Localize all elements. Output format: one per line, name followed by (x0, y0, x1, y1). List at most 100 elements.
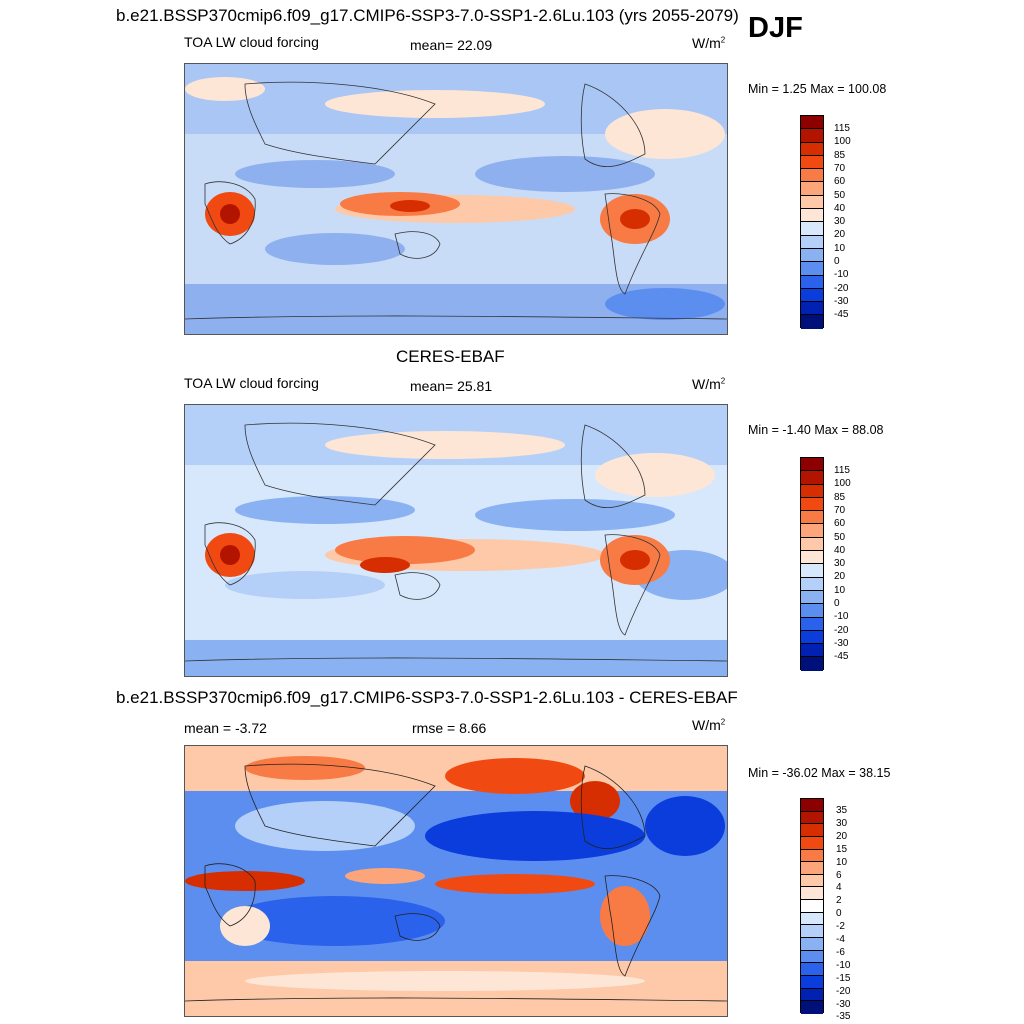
panel3-colorbar-swatch (801, 950, 823, 964)
panel3-colorbar-swatch (801, 887, 823, 901)
panel2-colorbar-tick: 60 (834, 518, 846, 530)
panel1-colorbar-tick: -45 (834, 309, 849, 321)
panel2-mean-label: mean= 25.81 (410, 378, 493, 394)
panel3-mean-label: mean = -3.72 (184, 720, 267, 736)
panel3-map (184, 745, 728, 1017)
panel3-colorbar-tick: 6 (836, 869, 842, 881)
panel3-minmax: Min = -36.02 Max = 38.15 (748, 766, 891, 780)
panel3-colorbar-swatch (801, 912, 823, 926)
panel1-colorbar (800, 115, 824, 329)
panel2-variable-label: TOA LW cloud forcing (184, 375, 319, 391)
panel2-colorbar-tick: -30 (834, 637, 849, 649)
panel3-colorbar-tick: -10 (836, 959, 851, 971)
panel2-title: CERES-EBAF (396, 347, 505, 366)
panel1-colorbar-tick: 10 (834, 242, 846, 254)
panel3-title: b.e21.BSSP370cmip6.f09_g17.CMIP6-SSP3-7.… (116, 688, 738, 707)
panel3-colorbar-tick: 35 (836, 805, 848, 816)
panel3-colorbar-swatch (801, 799, 823, 812)
panel2-units-label: W/m2 (692, 376, 726, 392)
panel1-colorbar-tick: -20 (834, 282, 849, 294)
panel1-colorbar-tick: 30 (834, 216, 846, 228)
panel1-colorbar-swatch (801, 248, 823, 263)
panel1-colorbar-swatch (801, 288, 823, 303)
panel3-colorbar-swatch (801, 900, 823, 913)
panel3-colorbar-swatch (801, 811, 823, 825)
panel2-colorbar-swatch (801, 471, 823, 485)
panel2-colorbar-tick: -20 (834, 624, 849, 636)
panel1-colorbar-swatch (801, 182, 823, 196)
panel1-colorbar-tick: 115 (834, 123, 850, 134)
panel2-colorbar-swatch (801, 604, 823, 618)
panel3-units-label: W/m2 (692, 717, 726, 733)
panel2-map (184, 404, 728, 677)
panel3-colorbar-tick: -4 (836, 934, 845, 945)
panel3-colorbar (800, 798, 824, 1014)
panel2-colorbar-swatch (801, 630, 823, 645)
panel3-colorbar-tick: -2 (836, 921, 845, 933)
panel1-colorbar-swatch (801, 195, 823, 210)
panel2-colorbar-tick: -45 (834, 651, 849, 663)
panel2-colorbar-tick: 70 (834, 504, 846, 516)
panel2-colorbar-tick: 40 (834, 544, 846, 556)
panel1-colorbar-swatch (801, 155, 823, 170)
panel2-colorbar-tick: 100 (834, 478, 851, 490)
panel3-colorbar-swatch (801, 874, 823, 888)
panel1-units-label: W/m2 (692, 35, 726, 51)
panel1-colorbar-tick: 20 (834, 229, 846, 241)
panel3-colorbar-swatch (801, 849, 823, 863)
panel3-colorbar-tick: 10 (836, 856, 848, 868)
panel3-colorbar-tick: 15 (836, 843, 848, 855)
panel1-mean-label: mean= 22.09 (410, 37, 493, 53)
panel1-colorbar-swatch (801, 235, 823, 249)
panel1-colorbar-swatch (801, 142, 823, 156)
panel3-colorbar-tick: -6 (836, 946, 845, 958)
panel3-colorbar-swatch (801, 1001, 823, 1014)
panel3-colorbar-swatch (801, 836, 823, 850)
panel3-colorbar-swatch (801, 988, 823, 1002)
panel3-colorbar-swatch (801, 938, 823, 951)
panel3-colorbar-tick: -15 (836, 972, 851, 984)
panel1-colorbar-tick: -10 (834, 269, 849, 281)
panel1-colorbar-swatch (801, 275, 823, 289)
panel1-colorbar-swatch (801, 315, 823, 329)
panel1-colorbar-tick: 40 (834, 202, 846, 214)
panel2-colorbar-swatch (801, 524, 823, 538)
panel2-colorbar (800, 457, 824, 671)
panel2-colorbar-swatch (801, 564, 823, 578)
panel3-colorbar-swatch (801, 963, 823, 976)
panel2-colorbar-tick: 115 (834, 465, 850, 476)
panel2-colorbar-swatch (801, 497, 823, 512)
panel2-colorbar-tick: 85 (834, 491, 846, 503)
panel1-colorbar-tick: 50 (834, 189, 846, 201)
panel3-colorbar-tick: 20 (836, 830, 848, 842)
panel2-minmax: Min = -1.40 Max = 88.08 (748, 423, 884, 437)
panel2-colorbar-tick: 50 (834, 531, 846, 543)
panel2-colorbar-swatch (801, 484, 823, 498)
panel1-variable-label: TOA LW cloud forcing (184, 34, 319, 50)
panel3-colorbar-swatch (801, 925, 823, 939)
panel1-colorbar-swatch (801, 262, 823, 276)
panel1-map (184, 63, 728, 335)
panel3-colorbar-swatch (801, 824, 823, 837)
panel2-colorbar-tick: 30 (834, 558, 846, 570)
panel1-colorbar-swatch (801, 169, 823, 183)
panel3-colorbar-swatch (801, 862, 823, 875)
panel3-rmse-label: rmse = 8.66 (412, 720, 487, 736)
panel3-colorbar-tick: -20 (836, 985, 851, 997)
panel3-colorbar-tick: 30 (836, 817, 848, 829)
panel1-colorbar-swatch (801, 302, 823, 316)
panel2-colorbar-tick: 10 (834, 584, 846, 596)
panel1-title: b.e21.BSSP370cmip6.f09_g17.CMIP6-SSP3-7.… (116, 6, 739, 25)
panel3-colorbar-tick: -35 (836, 1011, 851, 1023)
panel1-colorbar-tick: -30 (834, 295, 849, 307)
panel1-colorbar-tick: 100 (834, 136, 851, 148)
panel1-colorbar-swatch (801, 116, 823, 130)
panel1-colorbar-swatch (801, 209, 823, 223)
panel2-colorbar-swatch (801, 617, 823, 631)
panel2-colorbar-swatch (801, 590, 823, 605)
season-label: DJF (748, 12, 803, 44)
panel1-colorbar-tick: 85 (834, 149, 846, 161)
panel2-colorbar-swatch (801, 551, 823, 565)
panel3-colorbar-tick: 2 (836, 895, 842, 907)
panel1-colorbar-swatch (801, 222, 823, 236)
